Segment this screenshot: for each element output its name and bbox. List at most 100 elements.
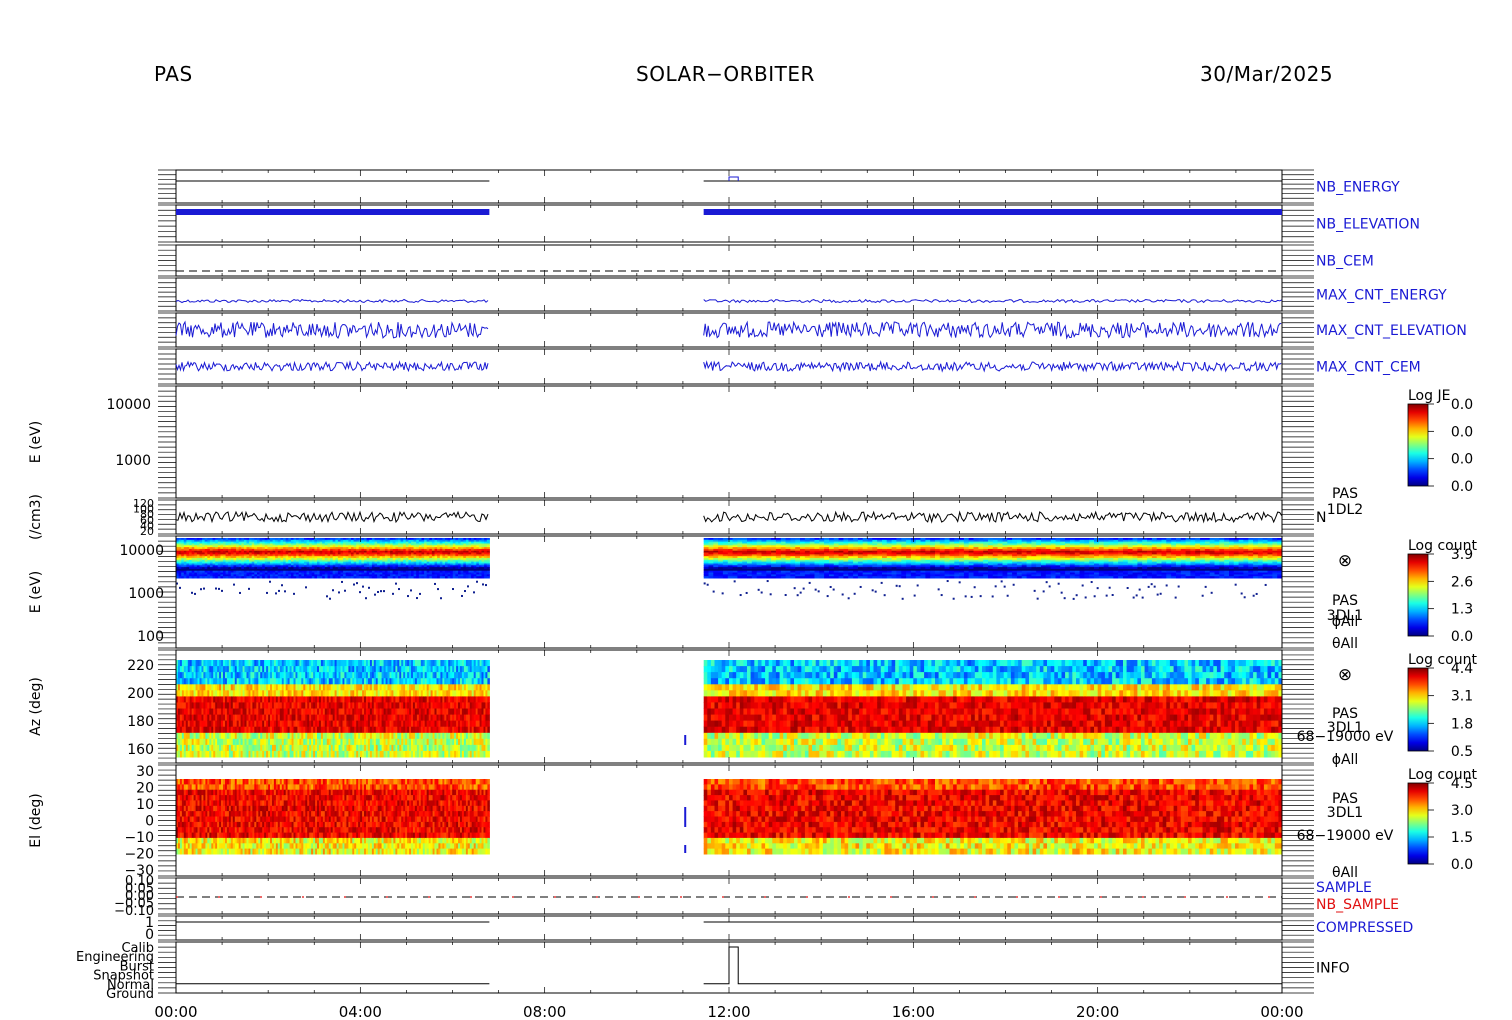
energy-dot bbox=[1135, 594, 1138, 597]
elevation-colorbar-tick-label: 3.0 bbox=[1451, 803, 1473, 819]
energy-side-phi: ϕAll bbox=[1332, 614, 1359, 630]
energy-spectrogram-cells bbox=[176, 538, 1283, 579]
energy-dot bbox=[829, 585, 832, 588]
azimuth-side-symbol: ⊗ bbox=[1338, 665, 1352, 685]
energy-dot bbox=[784, 594, 787, 597]
azimuth-colorbar-title: Log count bbox=[1408, 652, 1477, 668]
elevation-side-range: 68−19000 eV bbox=[1297, 828, 1394, 844]
density-side-n: N bbox=[1316, 510, 1326, 526]
je-colorbar-tick-label: 0.0 bbox=[1451, 397, 1473, 413]
y-tick-label: −0.10 bbox=[114, 904, 154, 919]
energy-dot bbox=[419, 592, 421, 595]
energy-dot bbox=[841, 593, 844, 596]
elevation-colorbar-title: Log count bbox=[1408, 767, 1477, 783]
energy-dot bbox=[293, 592, 295, 595]
energy-dot bbox=[994, 585, 997, 588]
energy-dot bbox=[847, 597, 850, 600]
sample-label: SAMPLE bbox=[1316, 880, 1372, 896]
energy-dot bbox=[1111, 593, 1114, 596]
time-tick-label: 00:00 bbox=[154, 1003, 197, 1020]
energy-dot bbox=[269, 580, 271, 583]
energy-dot bbox=[395, 582, 397, 585]
energy-dot bbox=[1201, 594, 1204, 597]
density-side-level: 1DL2 bbox=[1327, 502, 1363, 518]
azimuth-gap-mark bbox=[684, 735, 687, 745]
je-colorbar-tick-label: 0.0 bbox=[1451, 424, 1473, 440]
energy-dot bbox=[248, 587, 250, 590]
energy-dot bbox=[266, 591, 268, 594]
energy-dot bbox=[913, 594, 916, 597]
azimuth-colorbar-tick-label: 3.1 bbox=[1451, 689, 1473, 705]
energy-dot bbox=[745, 591, 748, 594]
energy-dot bbox=[901, 597, 904, 600]
panel-label-max_cnt_elevation: MAX_CNT_ELEVATION bbox=[1316, 323, 1467, 339]
energy-dot bbox=[973, 586, 976, 589]
energy-dot bbox=[1132, 596, 1135, 599]
je-colorbar-tick-label: 0.0 bbox=[1451, 452, 1473, 468]
energy-dot bbox=[191, 591, 193, 594]
energy-dot bbox=[817, 590, 820, 593]
y-tick-label: −0.05 bbox=[114, 897, 154, 912]
y-tick-label: 20 bbox=[140, 525, 154, 538]
elevation-colorbar-tick-label: 4.5 bbox=[1451, 776, 1473, 792]
energy-dot bbox=[461, 594, 463, 597]
y-tick-label: 120 bbox=[133, 497, 154, 510]
y-tick-label: Normal bbox=[107, 978, 154, 993]
energy-dot bbox=[200, 588, 202, 591]
y-tick-label: 30 bbox=[136, 764, 154, 780]
panel-label-nb_elevation: NB_ELEVATION bbox=[1316, 217, 1420, 233]
time-tick-label: 12:00 bbox=[707, 1003, 750, 1020]
y-tick-label: −10 bbox=[124, 830, 154, 846]
energy-side-theta: θAll bbox=[1332, 636, 1358, 652]
time-tick-label: 16:00 bbox=[892, 1003, 935, 1020]
energy-dot bbox=[362, 585, 364, 588]
max-cnt-elevation-line bbox=[703, 320, 1282, 340]
energy-dot bbox=[1093, 595, 1096, 598]
energy-dot bbox=[1159, 592, 1162, 595]
energy-dot bbox=[793, 587, 796, 590]
energy-side-symbol: ⊗ bbox=[1338, 551, 1352, 571]
energy-dot bbox=[452, 588, 454, 591]
energy-dot bbox=[733, 580, 736, 583]
energy-dot bbox=[383, 590, 385, 593]
energy-dot bbox=[880, 581, 883, 584]
y-tick-label: 0 bbox=[145, 927, 154, 943]
energy-dot bbox=[1264, 583, 1267, 586]
azimuth-side-level: 3DL1 bbox=[1327, 720, 1363, 736]
energy-dot bbox=[964, 595, 967, 598]
energy-dot bbox=[284, 590, 286, 593]
energy-dot bbox=[176, 582, 178, 585]
energy-dot bbox=[374, 593, 376, 596]
energy-dot bbox=[278, 589, 280, 592]
nb-energy-step bbox=[728, 176, 739, 181]
panel-label-max_cnt_cem: MAX_CNT_CEM bbox=[1316, 360, 1421, 376]
energy-dot bbox=[916, 584, 919, 587]
energy-dot bbox=[991, 595, 994, 598]
energy-dot bbox=[1141, 596, 1144, 599]
energy-colorbar-tick-label: 1.3 bbox=[1451, 602, 1473, 618]
elevation-colorbar-tick-label: 0.0 bbox=[1451, 857, 1473, 873]
elevation-ylabel: El (deg) bbox=[28, 793, 44, 848]
energy-dot bbox=[215, 587, 217, 590]
y-tick-label: 80 bbox=[140, 508, 154, 521]
energy-dot bbox=[1240, 592, 1243, 595]
energy-dot bbox=[194, 592, 196, 595]
energy-dot bbox=[1177, 585, 1180, 588]
energy-dot bbox=[1012, 583, 1015, 586]
energy-dot bbox=[1126, 587, 1129, 590]
energy-colorbar-tick-label: 2.6 bbox=[1451, 574, 1473, 590]
energy-dot bbox=[377, 590, 379, 593]
y-tick-label: Ground bbox=[106, 987, 154, 1002]
energy-dot bbox=[979, 595, 982, 598]
energy-dot bbox=[721, 592, 724, 595]
nb-elevation-band bbox=[176, 209, 490, 215]
nb-elevation-band bbox=[703, 209, 1282, 215]
je-spectrogram-frame bbox=[175, 385, 1283, 499]
energy-dot bbox=[1003, 585, 1006, 588]
energy-dot bbox=[1057, 582, 1060, 585]
elevation-side-level: 3DL1 bbox=[1327, 805, 1363, 821]
energy-dot bbox=[1072, 597, 1075, 600]
energy-dot bbox=[239, 591, 241, 594]
energy-dot bbox=[799, 591, 802, 594]
energy-dot bbox=[958, 581, 961, 584]
